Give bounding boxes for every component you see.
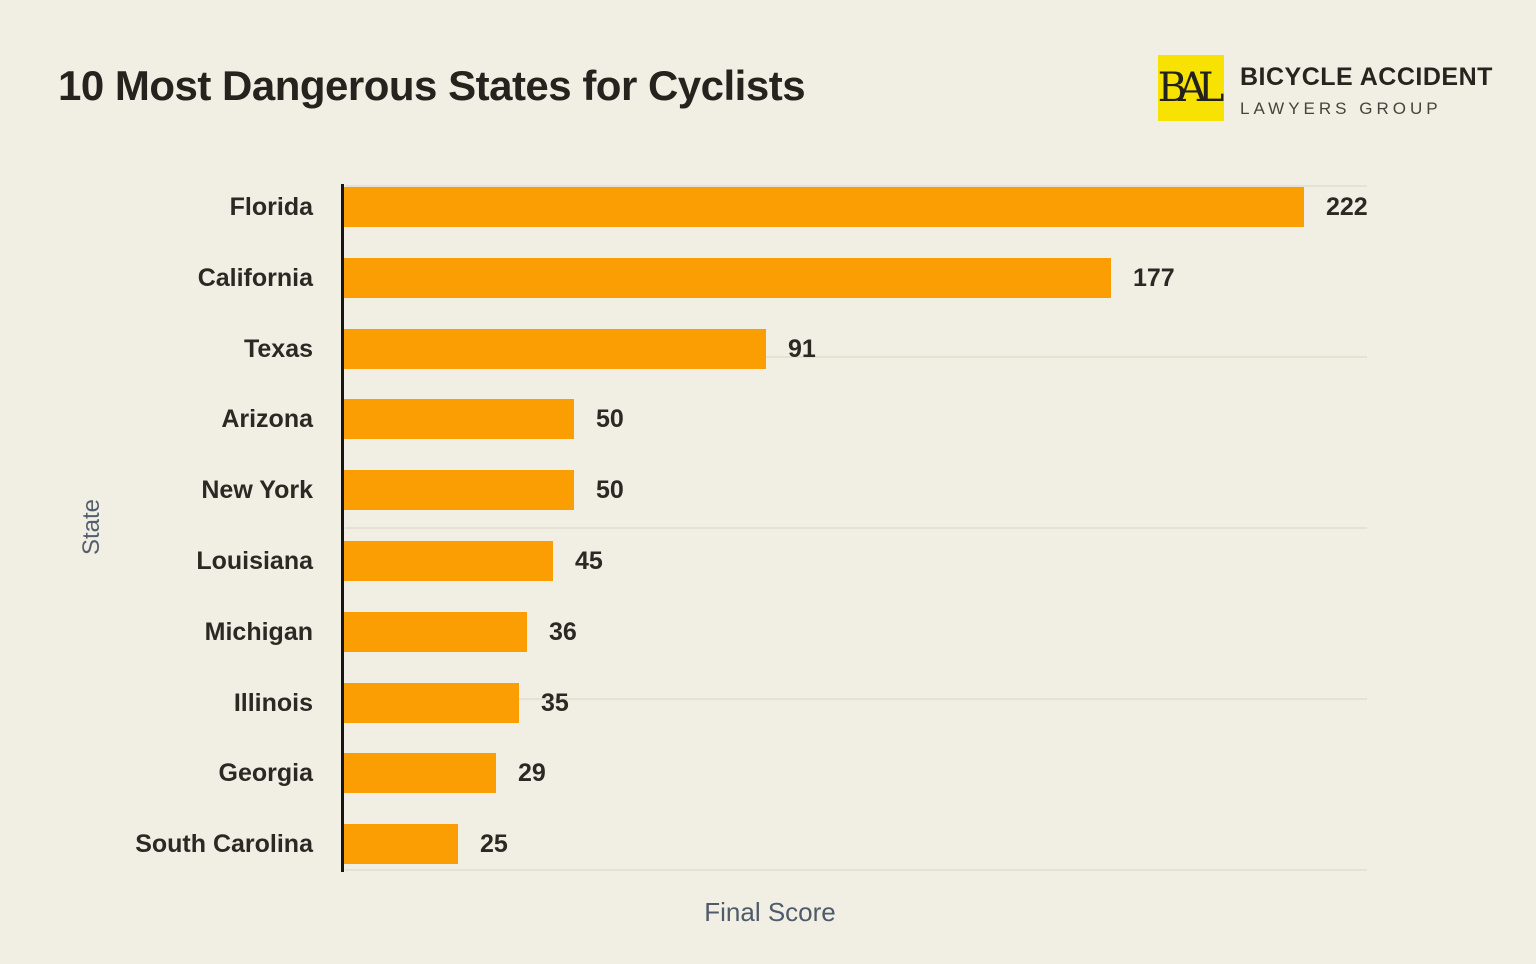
bar-row: Illinois 35 (0, 682, 1536, 723)
value-label: 35 (541, 688, 569, 717)
value-label: 177 (1133, 263, 1175, 292)
bar-row: Arizona 50 (0, 399, 1536, 440)
bar-row: Florida 222 (0, 187, 1536, 227)
category-label: Florida (229, 193, 313, 221)
bar (344, 399, 574, 440)
value-label: 50 (596, 476, 624, 505)
bal-monogram-icon: BAL (1157, 65, 1225, 111)
bar (344, 682, 519, 723)
logo-name: BICYCLE ACCIDENT (1240, 63, 1493, 91)
bar-row: Georgia 29 (0, 753, 1536, 794)
category-label: California (197, 263, 313, 292)
category-label: New York (201, 476, 313, 505)
gridline (345, 869, 1367, 871)
gridline (345, 185, 1367, 187)
value-label: 50 (596, 405, 624, 434)
category-label: Illinois (233, 688, 313, 717)
bar (344, 541, 553, 581)
category-label: Michigan (204, 617, 313, 646)
gridline (345, 356, 1367, 358)
x-axis-title: Final Score (704, 897, 836, 927)
bar-row: New York 50 (0, 470, 1536, 511)
value-label: 36 (549, 617, 577, 646)
gridline (345, 527, 1367, 529)
bar (344, 824, 458, 865)
category-label: Georgia (218, 759, 313, 788)
bar-row: Texas 91 (0, 328, 1536, 369)
bar-row: South Carolina 25 (0, 824, 1536, 865)
bar (344, 611, 527, 652)
bar (344, 257, 1111, 298)
bar-row: Michigan 36 (0, 611, 1536, 652)
category-label: Texas (243, 334, 313, 363)
y-axis-title: State (78, 498, 105, 556)
bar (344, 328, 766, 369)
gridline (345, 698, 1367, 700)
logo-monogram-box: BAL (1158, 55, 1224, 121)
page-title: 10 Most Dangerous States for Cyclists (58, 62, 806, 109)
value-label: 91 (788, 334, 816, 363)
bar-row: Louisiana 45 (0, 541, 1536, 581)
bar (344, 753, 496, 794)
value-label: 25 (480, 830, 508, 859)
logo-text: BICYCLE ACCIDENT LAWYERS GROUP (1240, 55, 1493, 119)
y-axis-line (341, 184, 344, 872)
bar (344, 187, 1304, 227)
value-label: 29 (518, 759, 546, 788)
value-label: 222 (1326, 193, 1368, 221)
bar-row: California 177 (0, 257, 1536, 298)
value-label: 45 (575, 547, 603, 575)
category-label: Arizona (221, 405, 313, 434)
category-label: South Carolina (135, 830, 313, 859)
logo: BAL BICYCLE ACCIDENT LAWYERS GROUP (1158, 55, 1493, 121)
bar (344, 470, 574, 511)
category-label: Louisiana (196, 547, 313, 575)
logo-subtitle: LAWYERS GROUP (1240, 99, 1442, 118)
